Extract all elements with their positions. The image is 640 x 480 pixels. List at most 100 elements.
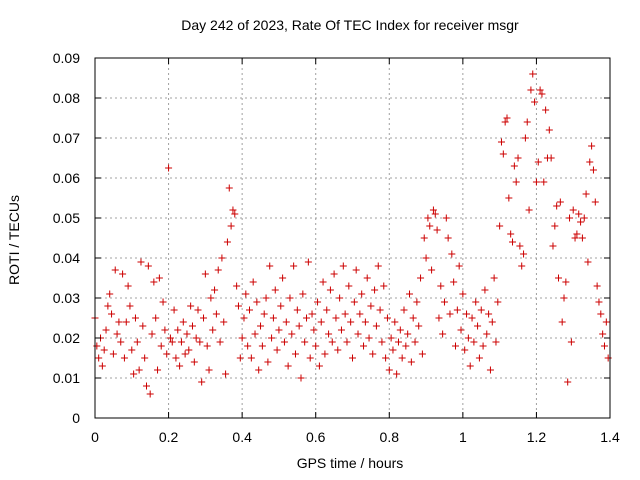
data-point	[115, 318, 123, 326]
data-point	[111, 266, 119, 274]
data-point	[119, 270, 127, 278]
data-point	[477, 306, 485, 314]
data-point	[104, 302, 112, 310]
data-point	[251, 330, 259, 338]
data-point	[216, 338, 224, 346]
data-point	[325, 330, 333, 338]
data-point	[317, 318, 325, 326]
data-point	[490, 274, 498, 282]
data-point	[591, 198, 599, 206]
data-point	[374, 262, 382, 270]
data-point	[297, 374, 305, 382]
data-point	[124, 282, 132, 290]
data-point	[566, 214, 574, 222]
data-point	[547, 154, 555, 162]
data-point	[212, 310, 220, 318]
data-point	[310, 326, 318, 334]
data-point	[223, 238, 231, 246]
data-point	[240, 314, 248, 322]
data-point	[347, 318, 355, 326]
data-point	[372, 322, 380, 330]
data-point	[205, 366, 213, 374]
data-point	[492, 338, 500, 346]
data-point	[577, 218, 585, 226]
data-point	[358, 290, 366, 298]
data-point	[190, 358, 198, 366]
data-point	[144, 262, 152, 270]
data-point	[446, 310, 454, 318]
data-point	[328, 338, 336, 346]
data-point	[520, 250, 528, 258]
data-point	[255, 366, 263, 374]
data-point	[247, 354, 255, 362]
data-point	[288, 330, 296, 338]
data-point	[483, 330, 491, 338]
data-point	[562, 278, 570, 286]
data-point	[291, 350, 299, 358]
data-point	[538, 90, 546, 98]
data-point	[485, 310, 493, 318]
data-point	[380, 282, 388, 290]
data-point	[396, 326, 404, 334]
data-point	[479, 342, 487, 350]
y-tick-label: 0	[72, 410, 80, 426]
data-point	[128, 346, 136, 354]
data-point	[420, 234, 428, 242]
data-point	[470, 338, 478, 346]
data-point	[181, 350, 189, 358]
data-point	[271, 286, 279, 294]
x-tick-label: 1.2	[527, 429, 547, 445]
data-point	[604, 354, 612, 362]
data-point	[304, 258, 312, 266]
data-point	[161, 326, 169, 334]
data-point	[170, 306, 178, 314]
x-tick-label: 1.4	[600, 429, 620, 445]
data-point	[166, 334, 174, 342]
data-point	[295, 322, 303, 330]
y-tick-label: 0.09	[53, 50, 80, 66]
data-point	[593, 282, 601, 290]
data-point	[463, 310, 471, 318]
data-point	[130, 370, 138, 378]
data-point	[435, 314, 443, 322]
data-point	[571, 234, 579, 242]
data-point	[564, 378, 572, 386]
data-point	[387, 334, 395, 342]
data-point	[602, 318, 610, 326]
data-point	[332, 314, 340, 322]
y-tick-label: 0.04	[53, 250, 80, 266]
data-point	[536, 86, 544, 94]
data-point	[339, 262, 347, 270]
data-point	[152, 314, 160, 322]
data-point	[275, 326, 283, 334]
data-point	[108, 310, 116, 318]
data-point	[100, 346, 108, 354]
x-tick-label: 0.2	[159, 429, 179, 445]
data-point	[385, 366, 393, 374]
data-point	[236, 354, 244, 362]
data-point	[383, 314, 391, 322]
data-point	[301, 338, 309, 346]
data-point	[407, 358, 415, 366]
data-point	[545, 126, 553, 134]
data-point	[429, 206, 437, 214]
y-tick-label: 0.08	[53, 90, 80, 106]
y-tick-label: 0.02	[53, 330, 80, 346]
data-point	[569, 206, 577, 214]
data-point	[257, 322, 265, 330]
data-point	[406, 290, 414, 298]
data-point	[155, 274, 163, 282]
data-point	[466, 362, 474, 370]
x-tick-label: 0.6	[306, 429, 326, 445]
data-point	[589, 166, 597, 174]
data-point	[496, 222, 504, 230]
data-point	[599, 330, 607, 338]
plot-frame	[94, 57, 611, 419]
data-point	[246, 306, 253, 314]
data-point	[501, 118, 509, 126]
data-point	[159, 298, 167, 306]
data-point	[426, 222, 434, 230]
data-point	[244, 342, 252, 350]
data-point	[312, 342, 320, 350]
data-point	[505, 194, 513, 202]
